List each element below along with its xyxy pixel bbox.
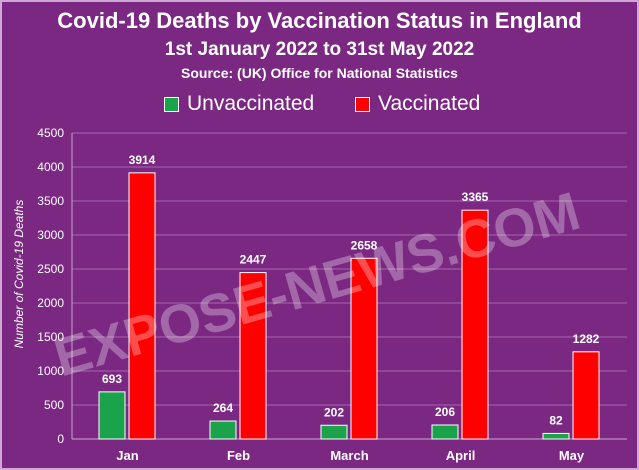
bar-vaccinated xyxy=(128,172,156,440)
legend-item-vaccinated: Vaccinated xyxy=(355,92,480,116)
data-label-vaccinated: 2658 xyxy=(351,238,378,252)
y-tick-label: 1500 xyxy=(37,330,64,344)
bar-unvaccinated xyxy=(320,424,348,440)
x-tick-label: Feb xyxy=(227,448,250,463)
data-label-unvaccinated: 82 xyxy=(549,413,563,427)
legend-item-unvaccinated: Unvaccinated xyxy=(164,92,314,116)
legend-label-unvaccinated: Unvaccinated xyxy=(187,92,315,115)
data-label-unvaccinated: 693 xyxy=(102,372,122,386)
y-tick-label: 2000 xyxy=(37,296,64,310)
y-tick-label: 3500 xyxy=(37,194,64,208)
legend-swatch-unvaccinated xyxy=(164,96,179,112)
bar-vaccinated xyxy=(461,209,489,440)
legend-swatch-vaccinated xyxy=(355,96,370,112)
bar-vaccinated xyxy=(239,272,267,440)
y-tick-label: 4000 xyxy=(37,160,64,174)
data-label-unvaccinated: 202 xyxy=(324,405,344,419)
y-tick-label: 2500 xyxy=(37,262,64,276)
y-tick-label: 0 xyxy=(57,432,64,446)
data-label-vaccinated: 2447 xyxy=(240,253,267,267)
bar-vaccinated xyxy=(572,351,600,440)
chart-source: Source: (UK) Office for National Statist… xyxy=(181,65,458,81)
bar-unvaccinated xyxy=(209,420,237,440)
x-tick-label: April xyxy=(446,448,476,463)
bar-unvaccinated xyxy=(98,391,126,440)
data-label-vaccinated: 1282 xyxy=(573,332,600,346)
chart-subtitle: 1st January 2022 to 31st May 2022 xyxy=(164,39,475,60)
data-label-unvaccinated: 206 xyxy=(435,405,455,419)
chart-title: Covid-19 Deaths by Vaccination Status in… xyxy=(57,8,582,33)
data-label-unvaccinated: 264 xyxy=(213,401,233,415)
bar-unvaccinated xyxy=(542,432,570,440)
bar-unvaccinated xyxy=(431,424,459,440)
chart-legend: Unvaccinated Vaccinated xyxy=(2,92,637,120)
y-tick-label: 1000 xyxy=(37,364,64,378)
x-tick-label: Jan xyxy=(116,448,138,463)
x-tick-label: March xyxy=(330,448,368,463)
y-tick-label: 500 xyxy=(44,398,64,412)
data-label-vaccinated: 3914 xyxy=(129,153,156,167)
y-tick-label: 4500 xyxy=(37,126,64,140)
x-tick-label: May xyxy=(559,448,585,463)
data-label-vaccinated: 3365 xyxy=(462,190,489,204)
legend-label-vaccinated: Vaccinated xyxy=(378,92,481,115)
bar-vaccinated xyxy=(350,257,378,440)
y-tick-label: 3000 xyxy=(37,228,64,242)
